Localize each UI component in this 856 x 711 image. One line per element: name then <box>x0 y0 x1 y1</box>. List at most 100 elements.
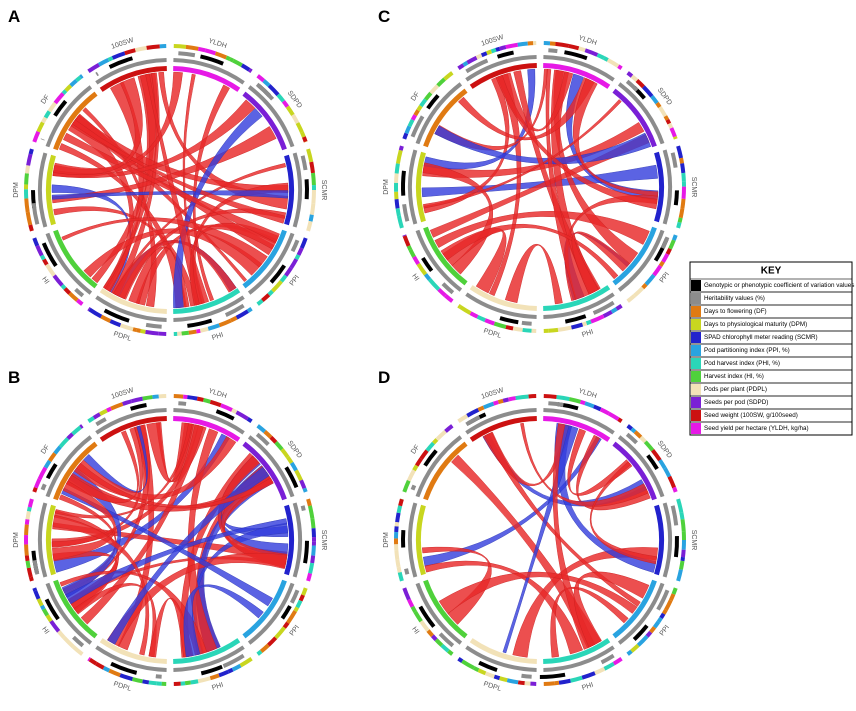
outer-ring <box>306 498 312 507</box>
outer-ring <box>106 406 112 413</box>
outer-ring <box>407 598 415 608</box>
outer-ring <box>394 538 399 545</box>
outer-ring <box>395 559 401 568</box>
segment-arc <box>654 504 665 576</box>
segment-arc <box>469 416 537 442</box>
outer-ring <box>119 323 134 332</box>
outer-ring <box>246 307 253 313</box>
segment-label: 100SW <box>481 34 505 48</box>
outer-ring <box>658 459 667 470</box>
heritability-ring <box>247 232 295 295</box>
variation-ring <box>646 454 659 470</box>
segment-arc <box>543 63 611 89</box>
outer-ring <box>99 408 108 416</box>
outer-ring <box>495 46 501 52</box>
outer-ring <box>64 84 73 92</box>
outer-ring <box>593 404 602 412</box>
outer-ring <box>659 612 666 620</box>
heritability-ring <box>521 320 532 326</box>
outer-ring <box>45 614 53 623</box>
outer-ring <box>140 328 146 334</box>
outer-ring <box>394 182 399 192</box>
variation-ring <box>673 190 679 206</box>
outer-ring <box>680 556 685 562</box>
chord-ribbon <box>73 436 237 500</box>
segment-arc <box>46 154 56 226</box>
segment-arc <box>53 91 98 151</box>
variation-ring <box>130 403 147 411</box>
outer-ring <box>306 220 313 232</box>
outer-ring <box>617 64 623 70</box>
outer-ring <box>599 407 610 416</box>
segment-arc <box>99 416 167 442</box>
outer-ring <box>402 235 411 247</box>
outer-ring <box>293 606 300 613</box>
outer-ring <box>40 604 46 611</box>
outer-ring <box>473 666 480 672</box>
outer-ring <box>311 190 316 204</box>
outer-ring <box>68 291 79 302</box>
chord-ribbon <box>65 430 140 504</box>
heritability-ring <box>410 484 417 491</box>
outer-ring <box>444 424 454 433</box>
heritability-ring <box>543 55 615 82</box>
outer-ring <box>294 254 301 261</box>
outer-ring <box>301 587 308 596</box>
variation-ring <box>110 661 138 675</box>
outer-ring <box>570 322 584 330</box>
outer-ring <box>664 599 673 611</box>
heritability-ring <box>255 432 270 446</box>
heritability-ring <box>45 232 93 295</box>
outer-ring <box>394 550 400 561</box>
segment-label: PPI <box>659 624 671 637</box>
outer-ring <box>53 445 62 455</box>
variation-ring <box>45 463 58 480</box>
outer-ring <box>508 396 517 402</box>
outer-ring <box>35 244 44 257</box>
outer-ring <box>475 53 483 60</box>
segment-label: DPM <box>13 532 20 548</box>
outer-ring <box>419 98 428 108</box>
segment-label: PPI <box>659 271 671 284</box>
outer-ring <box>398 498 404 507</box>
heritability-ring <box>465 645 537 672</box>
outer-ring <box>130 396 144 404</box>
outer-ring <box>397 571 404 582</box>
segment-arc <box>242 229 287 289</box>
heritability-ring <box>592 300 615 315</box>
outer-ring <box>645 630 653 638</box>
outer-ring <box>24 165 31 174</box>
segment-arc <box>469 63 537 89</box>
outer-ring <box>26 506 32 512</box>
chord-ribbon <box>53 206 198 307</box>
outer-ring <box>395 149 403 164</box>
heritability-ring <box>247 435 295 498</box>
heritability-ring <box>178 401 187 406</box>
chord-ribbon <box>107 552 288 647</box>
variation-ring <box>103 308 130 323</box>
segment-arc <box>242 579 287 639</box>
outer-ring <box>505 324 514 331</box>
outer-ring <box>606 58 620 68</box>
outer-ring <box>626 71 634 78</box>
outer-ring <box>396 566 402 573</box>
heritability-ring <box>255 82 275 101</box>
segment-arc <box>173 288 241 314</box>
outer-ring <box>527 41 534 46</box>
chord-ribbon <box>61 217 268 268</box>
outer-ring <box>681 181 686 187</box>
outer-ring <box>310 518 316 529</box>
outer-ring <box>156 681 162 686</box>
outer-ring <box>404 125 412 135</box>
outer-ring <box>60 284 67 290</box>
outer-ring <box>672 486 678 493</box>
variation-ring <box>304 179 309 200</box>
outer-ring <box>256 298 264 306</box>
heritability-ring <box>45 85 93 148</box>
outer-ring <box>280 448 290 459</box>
variation-ring <box>200 664 223 676</box>
outer-ring <box>528 394 537 399</box>
variation-ring <box>421 256 434 273</box>
heritability-ring <box>31 203 40 225</box>
